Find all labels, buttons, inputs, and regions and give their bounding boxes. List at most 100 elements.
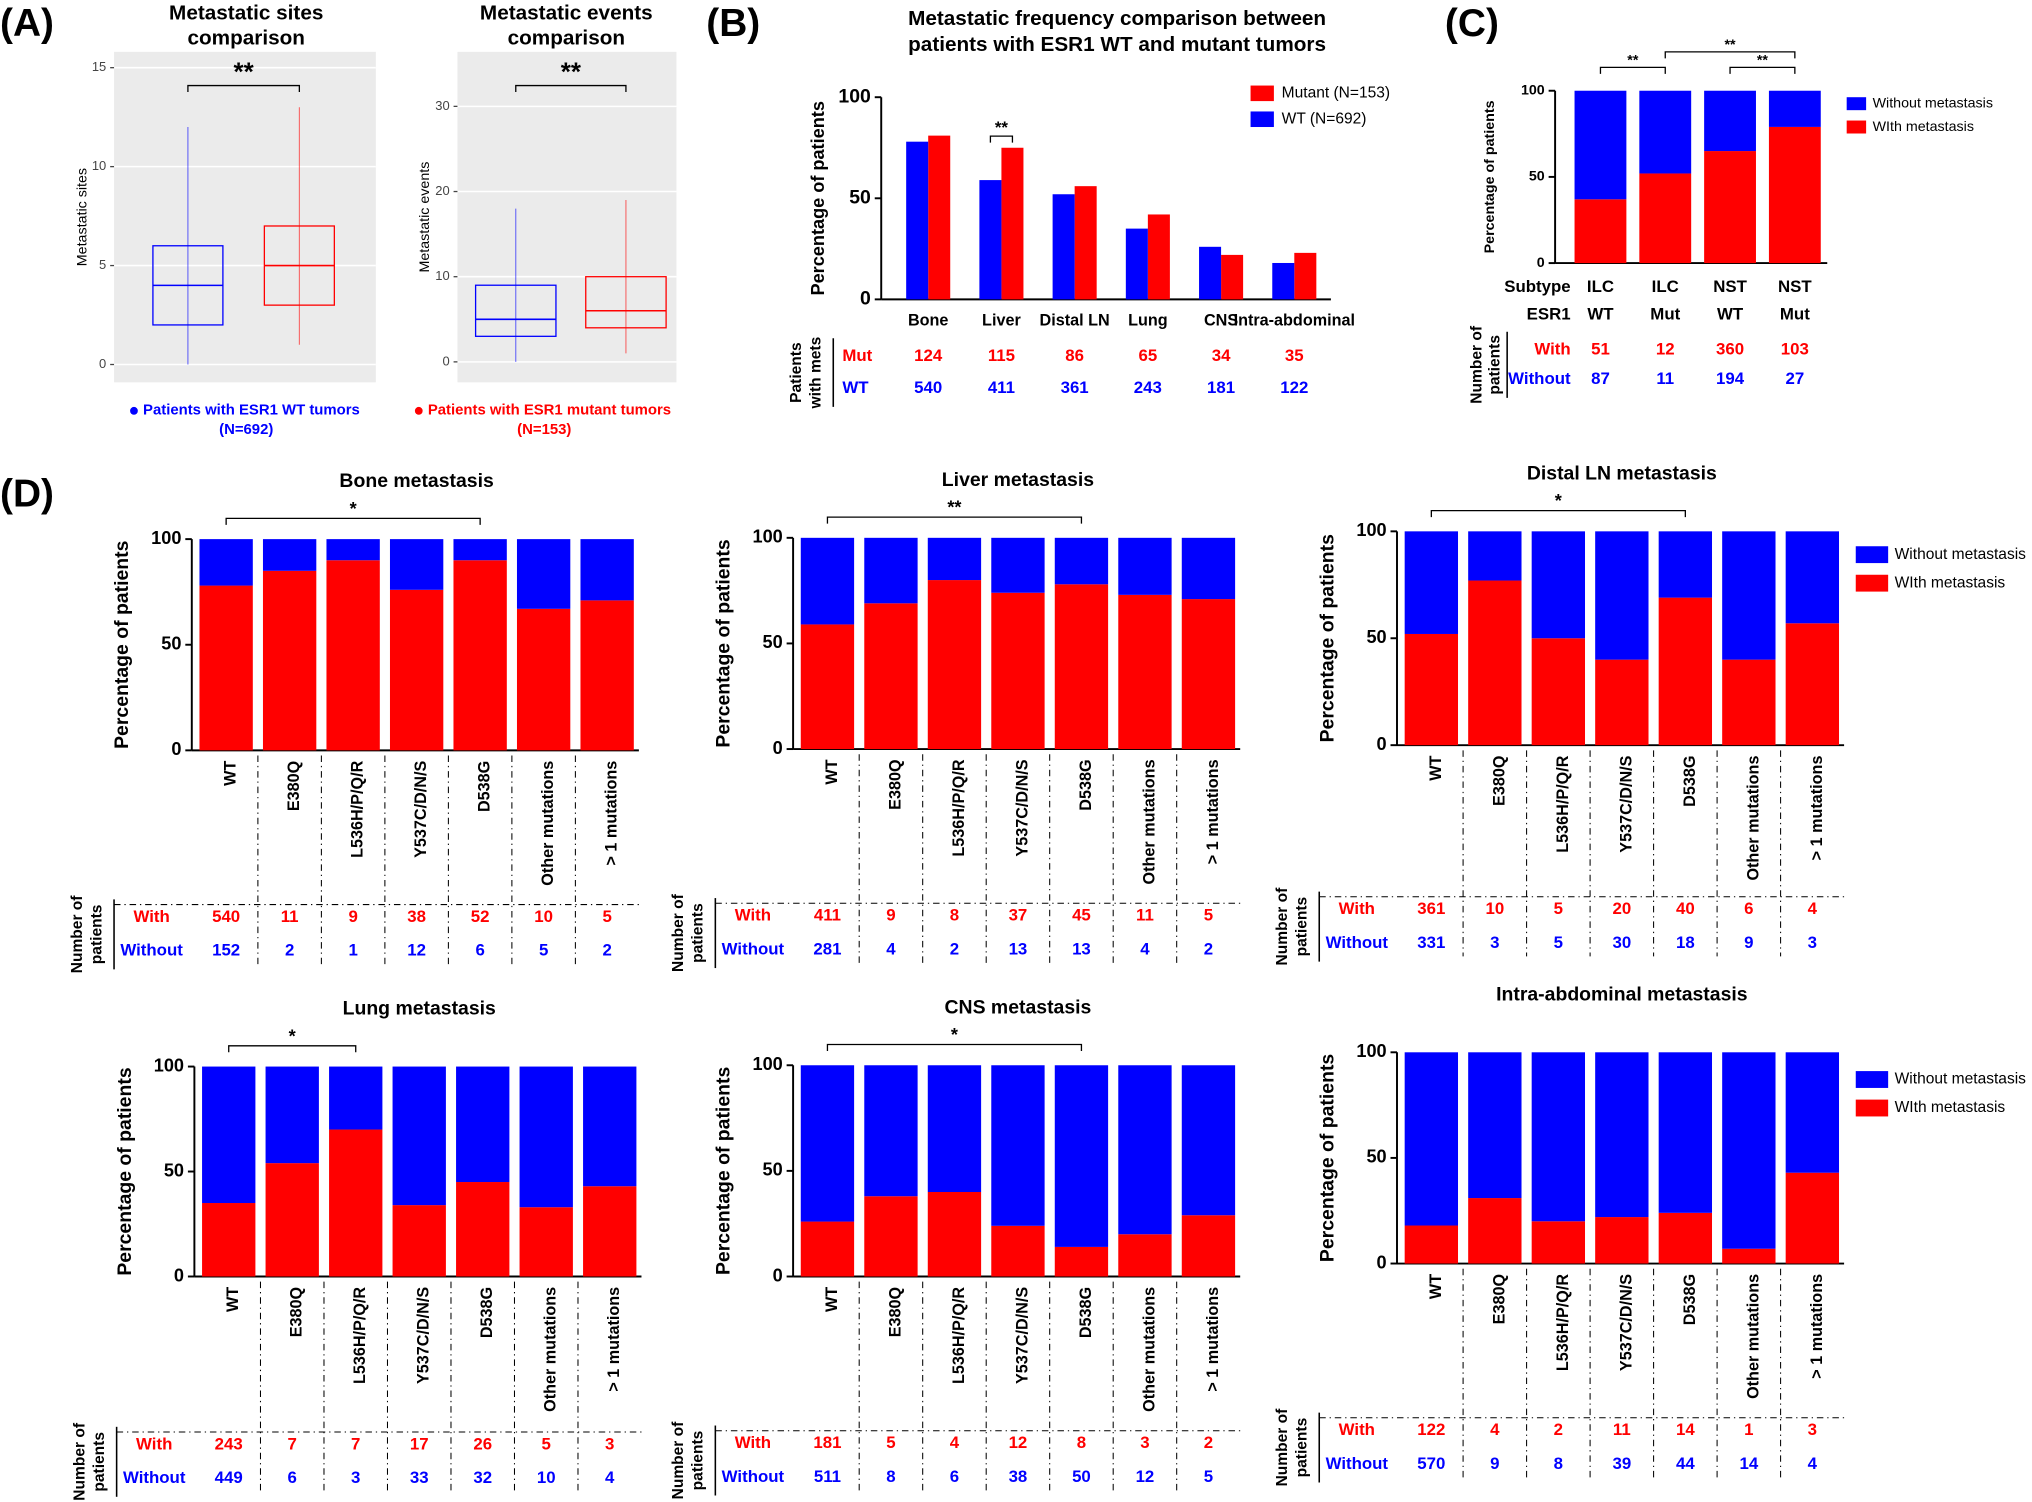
x-tick-label: ILC xyxy=(1652,277,1679,296)
y-tick-label: 0 xyxy=(174,1265,184,1285)
legend-label: WT (N=692) xyxy=(1282,110,1367,127)
table-cell: 194 xyxy=(1716,369,1745,388)
bar xyxy=(928,135,951,300)
y-tick-label: 100 xyxy=(752,527,782,547)
table-header: patients xyxy=(91,1432,108,1492)
table-header: patients xyxy=(88,904,105,964)
table-cell: 50 xyxy=(1072,1467,1091,1486)
bar-segment xyxy=(864,1196,918,1277)
bar-segment xyxy=(329,1129,383,1277)
x-tick-label: L536H/P/Q/R xyxy=(950,759,968,856)
table-cell: 9 xyxy=(1744,933,1753,952)
table-cell: 152 xyxy=(212,941,240,960)
chart-title: CNS metastasis xyxy=(945,996,1092,1018)
bar-segment xyxy=(1404,531,1459,634)
x-tick-label: WT xyxy=(823,1287,841,1312)
bar-segment xyxy=(453,539,507,561)
table-cell: 38 xyxy=(407,907,426,926)
table-cell: 2 xyxy=(1204,939,1213,958)
legend-marker xyxy=(130,406,138,415)
chart-title: Lung metastasis xyxy=(343,998,496,1020)
chart-title: comparison xyxy=(508,26,625,49)
table-row-label: Without xyxy=(120,941,183,960)
bar-segment xyxy=(1468,1198,1522,1264)
table-cell: 122 xyxy=(1417,1420,1445,1439)
table-cell: 4 xyxy=(605,1468,615,1487)
legend-swatch xyxy=(1855,574,1889,592)
table-cell: 12 xyxy=(1136,1467,1155,1486)
bar-segment xyxy=(991,1225,1045,1277)
chart-title: Metastatic frequency comparison between xyxy=(908,7,1326,30)
x-tick-label: E380Q xyxy=(886,1287,904,1337)
table-cell: 11 xyxy=(281,907,299,926)
significance-bracket xyxy=(228,1045,357,1053)
y-axis-label: Metastatic events xyxy=(417,162,433,273)
bar-segment xyxy=(1531,638,1586,746)
x-tick-label: Other mutations xyxy=(1744,1274,1762,1399)
x-tick-label: Other mutations xyxy=(539,761,557,886)
table-cell: 540 xyxy=(212,907,240,926)
table-cell: 3 xyxy=(1808,1420,1817,1439)
bar-segment xyxy=(1181,599,1236,750)
table-cell: 181 xyxy=(813,1433,841,1452)
bar-segment xyxy=(864,603,918,750)
x-tick-label: E380Q xyxy=(1490,756,1508,806)
table-cell: 2 xyxy=(1554,1420,1563,1439)
y-tick-label: 100 xyxy=(838,85,870,107)
table-cell: 5 xyxy=(886,1433,895,1452)
table-cell: 243 xyxy=(1134,378,1162,397)
bar-segment xyxy=(389,589,444,751)
x-row-label: Subtype xyxy=(1504,277,1570,296)
x-tick-label: Y537C/D/N/S xyxy=(1013,759,1031,856)
panel-label: (A) xyxy=(0,2,54,45)
y-axis-label: Percentage of patients xyxy=(713,539,735,747)
table-header: patients xyxy=(1487,335,1504,395)
table-cell: 52 xyxy=(471,907,490,926)
table-cell: 6 xyxy=(475,941,484,960)
x-tick-label: Y537C/D/N/S xyxy=(415,1287,433,1384)
table-cell: 4 xyxy=(950,1433,960,1452)
table-cell: 360 xyxy=(1716,339,1744,358)
table-row-label: With xyxy=(1534,339,1570,358)
bar-segment xyxy=(1722,659,1776,746)
bar xyxy=(1074,186,1097,300)
bar-segment xyxy=(864,537,918,604)
bar-segment xyxy=(800,537,855,625)
y-axis-label: Percentage of patients xyxy=(713,1067,735,1275)
significance-label: * xyxy=(350,499,358,519)
table-cell: 40 xyxy=(1676,899,1695,918)
bar-segment xyxy=(1054,1065,1109,1247)
bar-segment xyxy=(453,560,507,751)
bar xyxy=(1001,147,1024,300)
y-tick-label: 0 xyxy=(1377,1252,1387,1272)
table-cell: 122 xyxy=(1280,378,1308,397)
y-tick-label: 50 xyxy=(161,634,181,654)
table-cell: 8 xyxy=(1554,1454,1563,1473)
table-cell: 6 xyxy=(288,1468,297,1487)
table-header: Number of xyxy=(69,895,86,974)
x-tick-label: Other mutations xyxy=(1140,1287,1158,1412)
table-row-label: Without xyxy=(1326,1454,1389,1473)
bar xyxy=(1272,262,1295,300)
x-tick-label: Y537C/D/N/S xyxy=(1013,1287,1031,1384)
chart-title: patients with ESR1 WT and mutant tumors xyxy=(908,33,1326,56)
table-cell: 8 xyxy=(950,906,959,925)
y-tick-label: 0 xyxy=(773,738,783,758)
table-row-label: Mut xyxy=(842,346,872,365)
legend-label: Without metastasis xyxy=(1895,1071,2027,1088)
significance-bracket xyxy=(1729,66,1796,74)
table-cell: 10 xyxy=(534,907,553,926)
bar-segment xyxy=(1404,1052,1459,1226)
bar-segment xyxy=(1531,1052,1586,1222)
bar-segment xyxy=(1054,537,1109,585)
bar-segment xyxy=(800,1221,855,1277)
x-tick-label: L536H/P/Q/R xyxy=(950,1287,968,1384)
x-tick-label: WT xyxy=(1427,755,1445,780)
y-axis-label: Percentage of patients xyxy=(808,101,828,295)
table-cell: 411 xyxy=(988,378,1015,397)
legend-label: Mutant (N=153) xyxy=(1282,84,1390,101)
table-cell: 51 xyxy=(1591,339,1610,358)
table-header: with mets xyxy=(808,336,825,409)
significance-label: ** xyxy=(1757,53,1769,69)
